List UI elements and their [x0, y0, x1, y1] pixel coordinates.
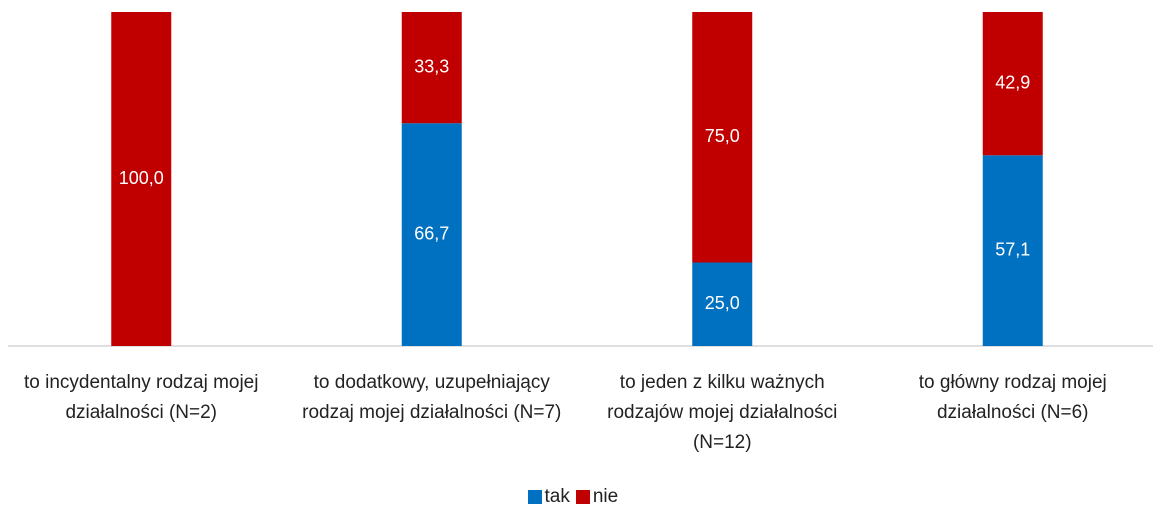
data-label: 100,0	[119, 168, 164, 188]
x-tick-label: to jeden z kilku ważnych rodzajów mojej …	[607, 372, 838, 453]
data-label: 42,9	[995, 72, 1030, 92]
data-label: 66,7	[414, 223, 449, 243]
legend-swatch	[575, 490, 590, 504]
bar-segment	[692, 262, 753, 346]
legend-label: tak	[544, 486, 570, 507]
data-label: 57,1	[995, 239, 1030, 259]
bar-segment	[982, 12, 1043, 156]
legend: tak nie	[527, 486, 625, 508]
bar-segment	[692, 12, 753, 263]
legend-swatch	[527, 490, 542, 504]
bar-segment	[401, 123, 462, 346]
data-label: 25,0	[705, 293, 740, 313]
bar-segment	[111, 12, 172, 346]
bar-segment	[401, 12, 462, 124]
data-label: 75,0	[705, 126, 740, 146]
x-tick-label: to incydentalny rodzaj mojej działalnośc…	[24, 372, 259, 423]
x-tick-label: to dodatkowy, uzupełniający rodzaj mojej…	[302, 372, 562, 423]
x-tick-label: to główny rodzaj mojej działalności (N=6…	[918, 372, 1107, 423]
data-label: 33,3	[414, 56, 449, 76]
bar-segment	[982, 155, 1043, 346]
legend-label: nie	[592, 486, 619, 507]
